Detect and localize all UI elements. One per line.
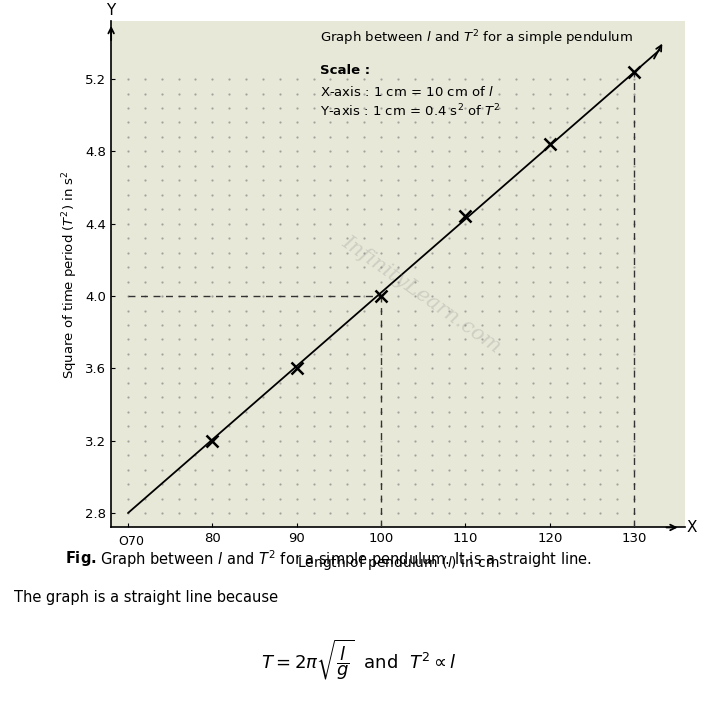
Text: X: X [686,520,697,535]
Text: O: O [118,535,128,548]
Text: Y-axis : 1 cm = 0.4 s$^{2}$ of $T^{2}$: Y-axis : 1 cm = 0.4 s$^{2}$ of $T^{2}$ [320,102,500,119]
Text: The graph is a straight line because: The graph is a straight line because [14,590,278,605]
Text: Graph between $l$ and $T^{2}$ for a simple pendulum: Graph between $l$ and $T^{2}$ for a simp… [320,29,634,48]
Text: InfinityLearn.com: InfinityLearn.com [338,232,504,357]
Text: Scale :: Scale : [320,64,371,77]
Text: $\mathbf{Fig.}$: $\mathbf{Fig.}$ [65,549,96,568]
Y-axis label: Square of time period ($T^{2}$) in s$^{2}$: Square of time period ($T^{2}$) in s$^{2… [60,170,80,379]
Text: Y: Y [107,3,115,18]
X-axis label: Length of pendulum ($l$) in cm: Length of pendulum ($l$) in cm [297,554,499,571]
Text: Graph between $l$ and $T^{2}$ for a simple pendulum. It is a straight line.: Graph between $l$ and $T^{2}$ for a simp… [100,549,592,571]
Text: X-axis : 1 cm = 10 cm of $l$: X-axis : 1 cm = 10 cm of $l$ [320,84,494,98]
Text: $T = 2\pi\sqrt{\dfrac{l}{g}}$  and  $T^{2} \propto l$: $T = 2\pi\sqrt{\dfrac{l}{g}}$ and $T^{2}… [261,637,456,682]
Text: 70: 70 [128,535,144,548]
